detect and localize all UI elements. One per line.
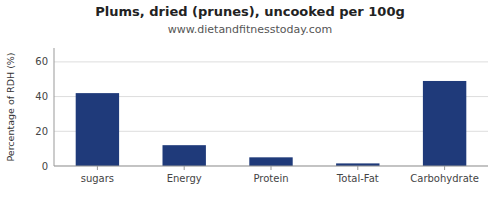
subtitle: www.dietandfitnesstoday.com	[168, 23, 332, 36]
bars	[76, 81, 467, 166]
y-tick-label: 0	[42, 161, 48, 172]
chart: Plums, dried (prunes), uncooked per 100g…	[0, 0, 500, 200]
x-tick-label: Energy	[167, 173, 202, 184]
bar	[249, 157, 292, 166]
x-tick-label: Carbohydrate	[410, 173, 479, 184]
x-tick	[357, 166, 358, 170]
x-tick-label: sugars	[81, 173, 114, 184]
bar	[423, 81, 466, 166]
y-axis-label: Percentage of RDH (%)	[5, 52, 16, 161]
title: Plums, dried (prunes), uncooked per 100g	[95, 4, 404, 19]
x-tick	[271, 166, 272, 170]
grid-line	[54, 61, 488, 62]
grid	[54, 62, 488, 166]
x-tick	[444, 166, 445, 170]
chart-container: Plums, dried (prunes), uncooked per 100g…	[0, 0, 500, 200]
x-tick-label: Total-Fat	[336, 173, 379, 184]
x-tick-label: Protein	[253, 173, 288, 184]
bar	[76, 93, 119, 166]
bar	[163, 145, 206, 166]
y-tick-label: 20	[35, 126, 48, 137]
x-tick	[184, 166, 185, 170]
x-tick	[97, 166, 98, 170]
y-tick-label: 60	[35, 56, 48, 67]
y-tick-label: 40	[35, 91, 48, 102]
y-axis-line	[54, 48, 55, 166]
